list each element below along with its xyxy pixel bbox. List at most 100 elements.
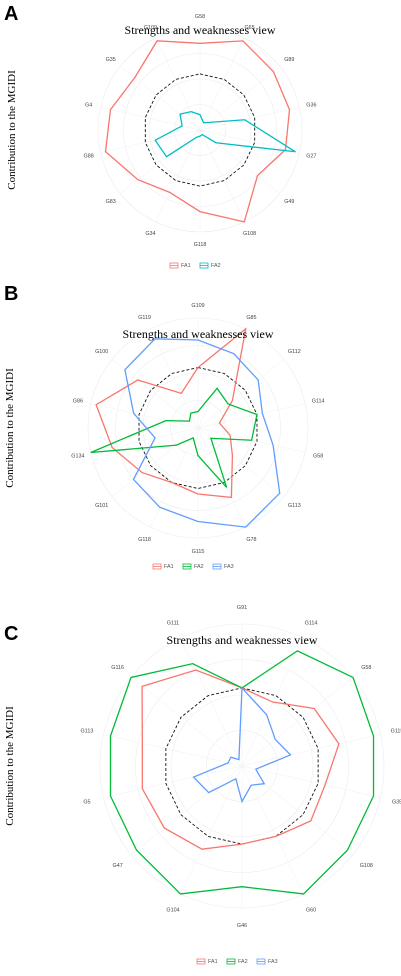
legend-item-fa3: FA3	[212, 563, 234, 570]
grid-spoke	[111, 427, 199, 497]
category-label: G35	[392, 799, 401, 805]
grid-spoke	[241, 765, 304, 895]
legend-label: FA1	[181, 263, 191, 269]
category-label: G108	[243, 231, 256, 237]
grid-spoke	[111, 359, 199, 429]
category-label: G83	[106, 199, 116, 205]
category-label: G86	[73, 399, 83, 405]
category-label: G88	[84, 153, 94, 159]
grid-spoke	[180, 637, 243, 767]
legend-label: FA1	[208, 959, 218, 965]
category-label: G4	[85, 103, 92, 109]
grid-spoke	[197, 403, 306, 429]
category-label: G113	[81, 729, 94, 735]
grid-spoke	[150, 427, 199, 528]
series-fa1	[95, 327, 247, 499]
legend-label: FA3	[268, 959, 278, 965]
category-label: G49	[284, 199, 294, 205]
category-label: G111	[167, 621, 179, 627]
panel-letter: A	[4, 3, 18, 25]
legend-label: FA3	[224, 564, 234, 570]
grid-spoke	[199, 129, 300, 153]
legend-label: FA2	[211, 263, 221, 269]
panel-letter: C	[4, 623, 18, 645]
category-label: G114	[312, 399, 325, 405]
panel-letter: B	[4, 283, 18, 305]
legend-item-fa2: FA2	[199, 262, 221, 269]
grid-spoke	[241, 765, 381, 798]
category-label: G5	[83, 799, 90, 805]
chart-title: Strengths and weaknesses view	[167, 633, 318, 647]
grid-spoke	[197, 328, 246, 429]
category-label: G109	[191, 303, 204, 309]
category-label: G91	[237, 605, 247, 611]
category-label: G35	[106, 57, 116, 63]
legend-label: FA1	[164, 564, 174, 570]
category-label: G58	[195, 14, 205, 20]
category-label: G108	[360, 863, 373, 869]
legend-label: FA2	[194, 564, 204, 570]
grid-spoke	[155, 37, 201, 131]
legend-label: FA2	[238, 959, 248, 965]
grid-spoke	[197, 427, 246, 528]
y-axis-label: Contribution to the MGIDI	[6, 70, 18, 190]
legend-item-fa2: FA2	[182, 563, 204, 570]
grid-spoke	[199, 107, 300, 131]
chart-title: Strengths and weaknesses view	[125, 23, 276, 37]
panel-b: B G109 G85 G112 G114 G58 G113 G78 G115 G118 G101 G1…	[4, 283, 325, 570]
grid-spoke	[199, 129, 245, 223]
grid-spoke	[100, 107, 201, 131]
grid-spoke	[90, 427, 199, 453]
series-fa2	[154, 110, 296, 158]
category-label: G116	[111, 665, 124, 671]
category-label: G58	[313, 453, 323, 459]
y-axis-label: Contribution to the MGIDI	[4, 368, 16, 488]
y-axis-label: Contribution to the MGIDI	[4, 706, 16, 826]
chart-title: Strengths and weaknesses view	[123, 327, 274, 341]
category-label: G134	[71, 453, 84, 459]
grid-spoke	[90, 403, 199, 429]
grid-spoke	[199, 66, 280, 131]
category-label: G89	[284, 57, 294, 63]
grid-spoke	[103, 765, 243, 798]
grid-spoke	[120, 66, 201, 131]
category-label: G46	[237, 923, 247, 929]
legend-item-fa2: FA2	[226, 958, 248, 965]
grid-spoke	[150, 328, 199, 429]
category-label: G58	[361, 665, 371, 671]
category-label: G113	[288, 503, 301, 509]
legend-item-fa3: FA3	[256, 958, 278, 965]
grid-spoke	[130, 677, 243, 767]
category-label: G118	[138, 537, 151, 543]
grid-spoke	[180, 765, 243, 895]
grid-spoke	[197, 359, 285, 429]
legend-item-fa1: FA1	[152, 563, 174, 570]
category-label: G60	[306, 907, 316, 913]
category-label: G101	[95, 503, 108, 509]
grid-spoke	[197, 427, 285, 497]
category-label: G36	[306, 103, 316, 109]
category-label: G114	[305, 621, 318, 627]
category-label: G119	[138, 315, 151, 321]
grid-spoke	[103, 734, 243, 767]
category-label: G34	[145, 231, 155, 237]
panels-container: A G58 G65 G89 G36 G27 G49 G108 G118 G34 G83 G88 G4 G3…	[4, 3, 401, 965]
grid-spoke	[241, 765, 354, 855]
reference-line	[144, 73, 256, 187]
category-label: G112	[288, 349, 301, 355]
category-label: G115	[192, 549, 205, 555]
legend-item-fa1: FA1	[169, 262, 191, 269]
category-label: G78	[246, 537, 256, 543]
category-label: G85	[246, 315, 256, 321]
grid-spoke	[100, 129, 201, 153]
series-fa3	[192, 686, 292, 804]
category-label: G100	[95, 349, 108, 355]
panel-a: A G58 G65 G89 G36 G27 G49 G108 G118 G34 G83 G88 G4 G3…	[4, 3, 316, 269]
category-label: G47	[113, 863, 123, 869]
category-label: G65	[244, 25, 254, 31]
legend-item-fa1: FA1	[196, 958, 218, 965]
series-fa2	[109, 650, 375, 895]
grid-spoke	[120, 129, 201, 194]
reference-line	[165, 687, 319, 845]
